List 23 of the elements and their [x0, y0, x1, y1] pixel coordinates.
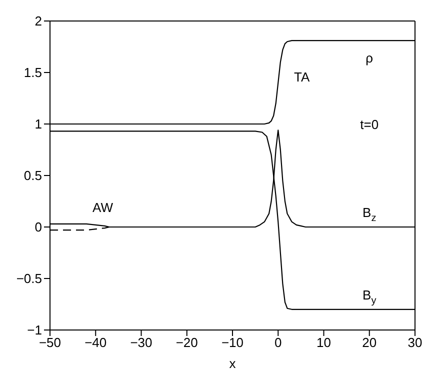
x-axis-title: x [229, 356, 236, 371]
x-tick-label: −50 [38, 335, 62, 350]
annotation: AW [92, 200, 114, 215]
series-label: ρ [366, 50, 374, 66]
x-tick-label: 30 [408, 335, 422, 350]
x-tick-label: 0 [274, 335, 282, 350]
annotation: t=0 [360, 116, 379, 132]
x-tick-label: 20 [362, 335, 377, 350]
series-label: B$_{y}$ [362, 287, 376, 306]
y-tick-label: 0 [34, 220, 42, 235]
y-tick-label: 1.5 [24, 65, 42, 80]
x-tick-label: 10 [316, 335, 331, 350]
y-tick-label: 2 [34, 14, 42, 29]
x-tick-label: −20 [176, 335, 198, 350]
series-label: B$_{z}$ [362, 205, 376, 224]
y-tick-label: −1 [27, 322, 42, 338]
x-tick-label: −40 [84, 335, 107, 350]
y-tick-label: 1 [34, 116, 42, 132]
x-tick-label: −30 [130, 335, 152, 350]
y-tick-label: 0.5 [24, 168, 42, 184]
x-tick-label: −10 [221, 335, 244, 350]
annotation: TA [294, 70, 310, 85]
y-tick-label: −0.5 [16, 271, 42, 286]
